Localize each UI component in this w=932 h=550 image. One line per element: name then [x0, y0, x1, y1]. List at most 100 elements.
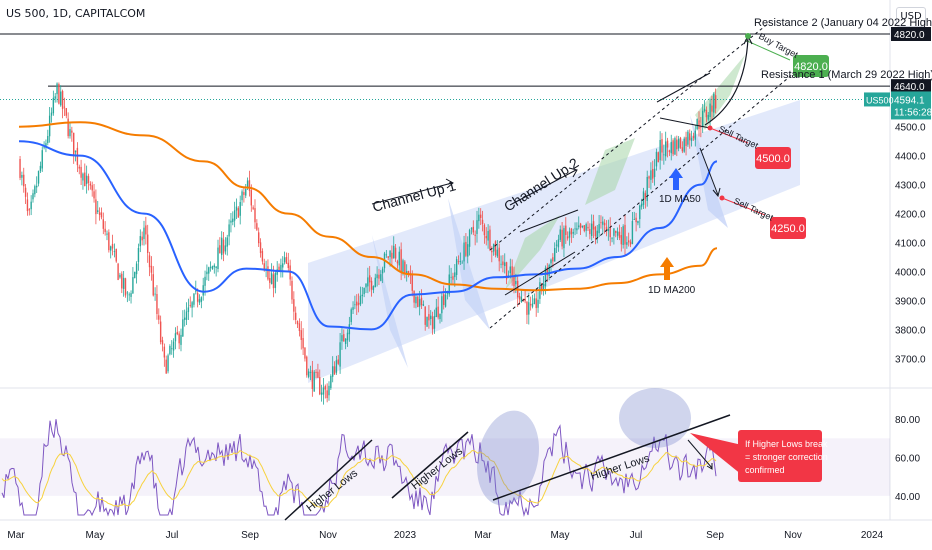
candle	[616, 227, 619, 241]
candle	[30, 195, 32, 216]
ma50-line	[18, 140, 718, 331]
candle	[359, 286, 362, 307]
candle	[635, 212, 637, 232]
candle	[254, 199, 256, 229]
candle	[211, 265, 214, 270]
currency-button[interactable]: USD	[896, 7, 926, 27]
candle	[703, 100, 706, 113]
candle	[235, 198, 238, 219]
candle	[148, 251, 151, 277]
candle	[700, 117, 702, 138]
candle	[233, 201, 236, 228]
candle	[420, 289, 423, 310]
candle	[150, 256, 153, 281]
countdown-text: 11:56:28	[894, 107, 932, 118]
candle	[71, 126, 73, 142]
candle	[183, 309, 186, 327]
candle	[426, 316, 428, 328]
sell-proj-line-1	[659, 117, 711, 129]
candle	[87, 173, 90, 191]
candle	[698, 111, 700, 137]
buy-target-dot	[745, 33, 751, 39]
candle	[215, 266, 217, 277]
channel-up-2-arrow-line	[509, 169, 577, 206]
price-tick-label: 4000.0	[895, 267, 926, 278]
candle	[498, 243, 500, 272]
candle	[291, 276, 293, 304]
channel-up-1-arrow-line	[371, 182, 453, 205]
candle	[615, 230, 617, 238]
candle	[328, 381, 330, 401]
candle	[95, 189, 97, 225]
candle	[365, 283, 367, 293]
candle	[531, 294, 534, 309]
candle	[561, 222, 563, 250]
candle	[309, 365, 312, 381]
candle	[578, 216, 580, 230]
channel-up-1-arrow-head	[445, 178, 454, 189]
candle	[146, 224, 149, 263]
candle	[298, 318, 301, 337]
green-leg-1	[505, 215, 560, 290]
candle	[117, 262, 119, 281]
rsi-higher-lows-3	[492, 414, 731, 501]
candle	[664, 131, 667, 161]
candle	[60, 85, 62, 107]
candle	[430, 310, 432, 326]
candle	[633, 211, 635, 220]
candle	[496, 240, 499, 258]
candle	[26, 192, 29, 216]
candle	[23, 167, 25, 193]
candle	[319, 369, 321, 396]
candle	[463, 235, 465, 270]
symbol-tag: US500	[864, 92, 894, 107]
candle	[200, 296, 203, 309]
candle	[224, 237, 227, 255]
candle	[322, 377, 325, 405]
candle	[618, 224, 621, 241]
candle	[113, 243, 116, 258]
candle	[583, 225, 585, 233]
candle	[528, 292, 530, 325]
time-tick-label: Nov	[784, 530, 802, 541]
price-tick-label: 4400.0	[895, 152, 926, 163]
candle	[339, 333, 341, 374]
candle	[28, 208, 30, 216]
candle	[174, 327, 177, 350]
candle	[196, 288, 199, 308]
candle	[89, 181, 92, 190]
candle	[261, 248, 264, 265]
candle	[502, 255, 504, 273]
candle	[537, 291, 539, 313]
candle	[256, 219, 258, 232]
candle	[607, 219, 610, 241]
candle	[132, 267, 134, 295]
candle	[280, 258, 282, 278]
candle	[317, 363, 319, 378]
candle	[689, 129, 691, 149]
candle	[594, 225, 597, 245]
candle	[368, 266, 371, 292]
candle	[661, 133, 663, 161]
candle	[694, 124, 696, 147]
candle	[187, 298, 190, 320]
sell-target-2-label: 4250.0	[770, 217, 806, 239]
candle	[666, 137, 669, 158]
candle	[306, 355, 308, 378]
green-leg-3	[695, 55, 745, 130]
rsi-ellipse-2	[619, 388, 691, 448]
candle	[50, 107, 53, 123]
candle	[169, 344, 171, 356]
candle	[450, 267, 452, 284]
candle	[505, 261, 508, 285]
candle	[441, 292, 443, 322]
candle	[574, 222, 576, 236]
candle	[217, 239, 219, 273]
time-tick-label: May	[86, 530, 105, 541]
candle	[139, 229, 141, 253]
candle	[343, 329, 345, 342]
candle	[417, 295, 419, 308]
candle	[542, 275, 545, 296]
candle	[659, 131, 661, 170]
candle	[143, 220, 145, 246]
